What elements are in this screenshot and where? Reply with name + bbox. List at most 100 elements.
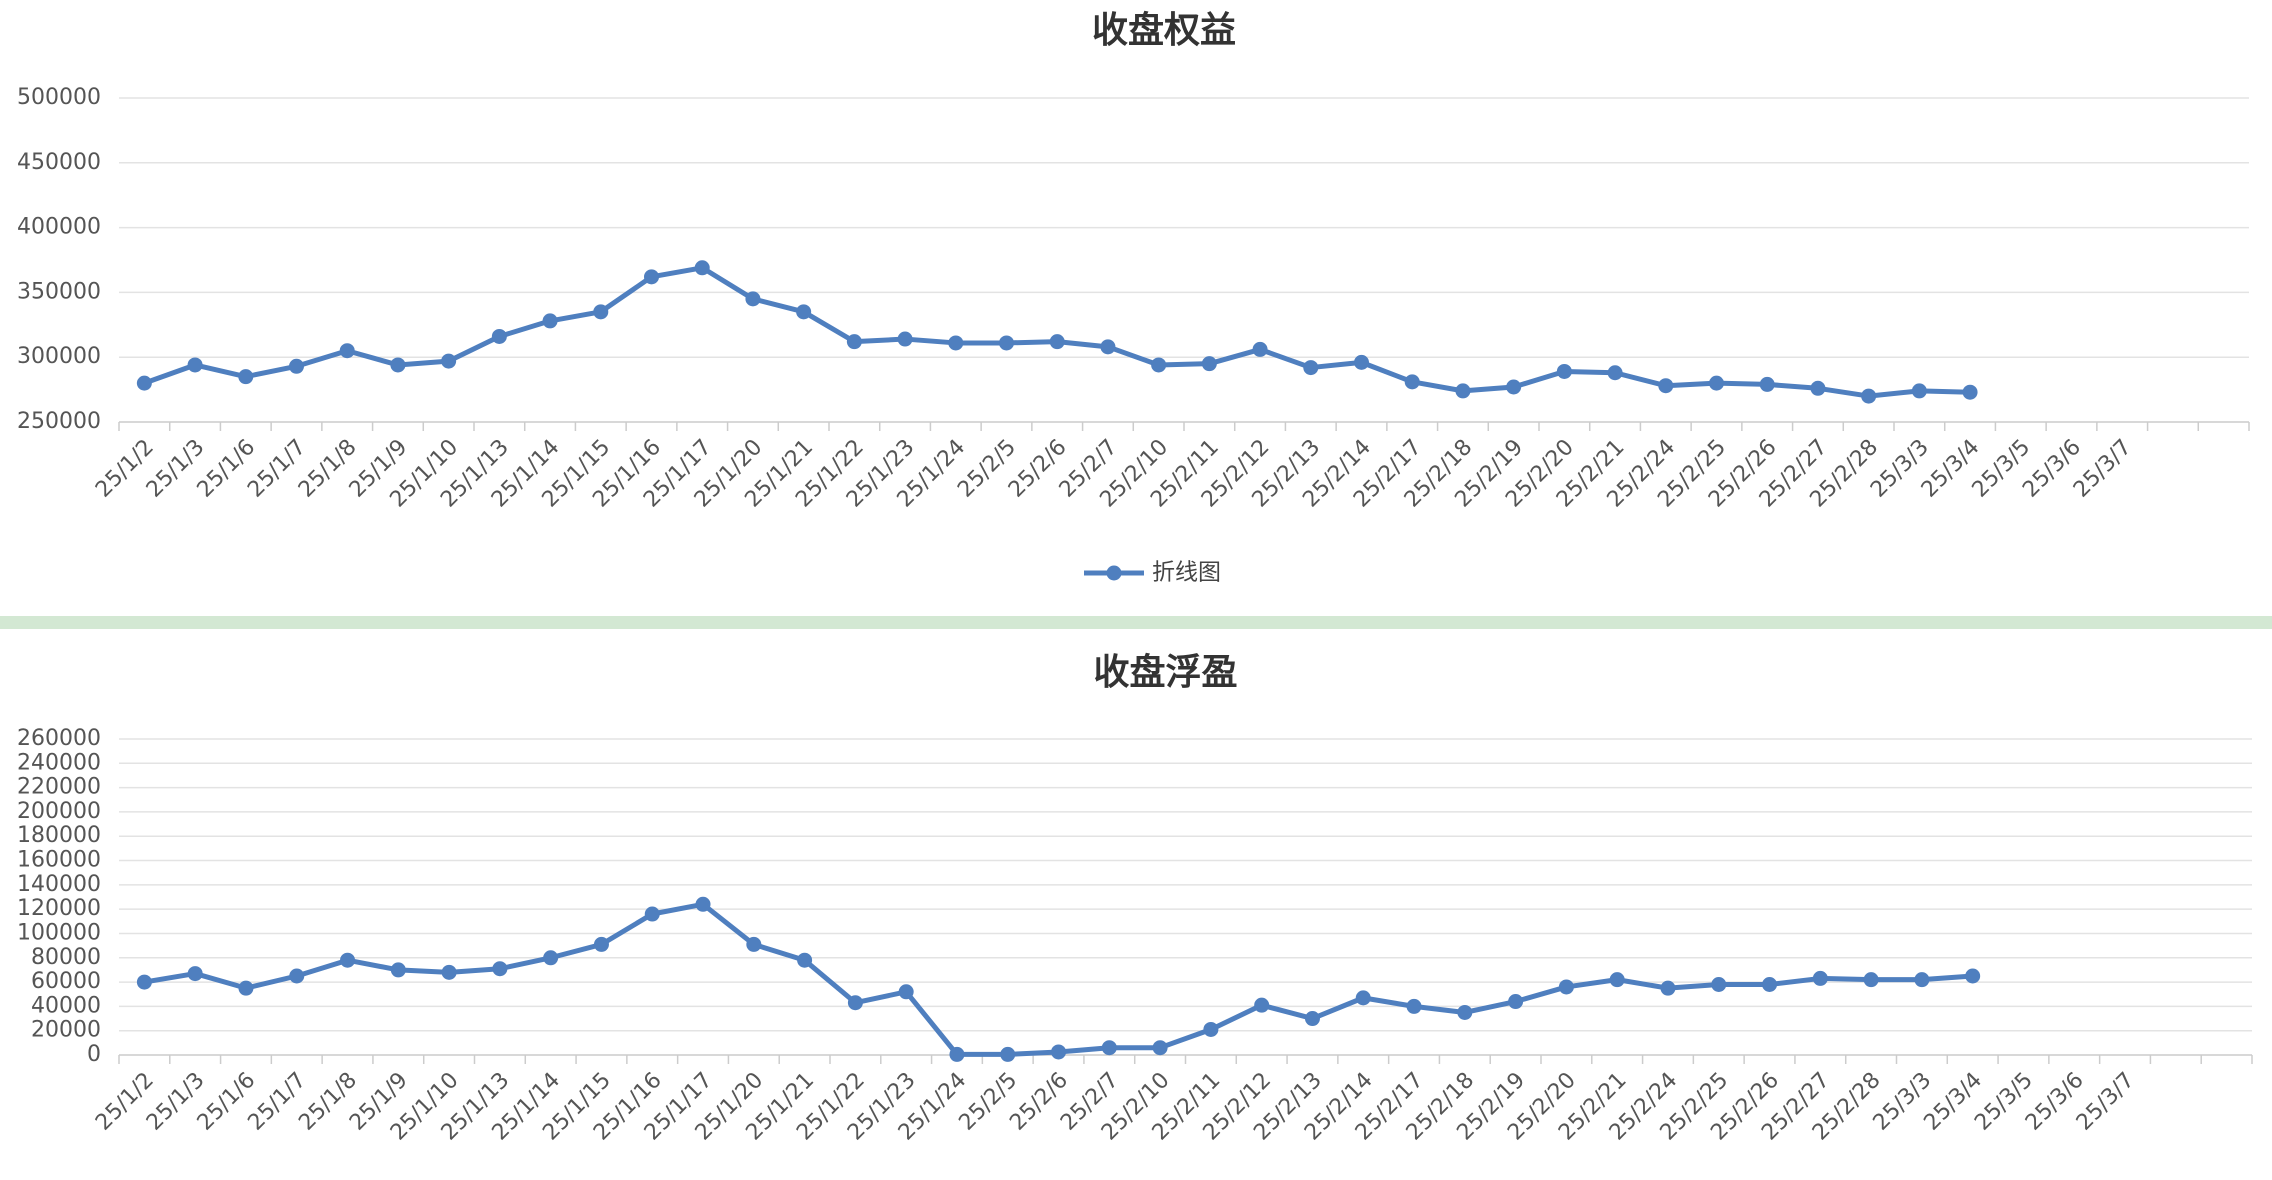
- chart-title: 收盘权益: [1092, 9, 1236, 51]
- data-point: [1152, 1040, 1168, 1056]
- data-point: [339, 343, 355, 359]
- y-tick-label: 500000: [17, 85, 101, 110]
- data-point: [1759, 376, 1775, 392]
- data-point: [1556, 363, 1572, 379]
- data-point: [1609, 972, 1625, 988]
- data-point: [1506, 379, 1522, 395]
- y-tick-label: 300000: [17, 344, 101, 369]
- y-tick-label: 250000: [17, 409, 101, 434]
- data-point: [289, 358, 304, 374]
- y-tick-label: 220000: [17, 775, 101, 800]
- y-tick-label: 350000: [17, 279, 101, 304]
- data-point: [1455, 383, 1471, 399]
- data-point: [745, 291, 761, 307]
- x-tick-label: 25/3/7: [2072, 1068, 2140, 1136]
- data-point: [1914, 972, 1930, 988]
- data-point: [1965, 968, 1981, 984]
- data-point: [390, 962, 406, 978]
- y-tick-label: 240000: [17, 750, 101, 775]
- data-point: [1100, 339, 1116, 355]
- data-point: [797, 952, 813, 968]
- data-point: [289, 968, 305, 984]
- y-tick-label: 60000: [31, 969, 101, 994]
- data-point: [847, 995, 863, 1011]
- data-point: [746, 936, 762, 952]
- data-point: [187, 357, 203, 373]
- data-point: [1049, 334, 1065, 350]
- separator: [0, 616, 2272, 629]
- data-point: [1252, 341, 1268, 357]
- data-point: [1911, 383, 1927, 399]
- data-point: [1863, 972, 1879, 988]
- data-point: [1101, 1040, 1117, 1056]
- data-point: [695, 896, 711, 912]
- y-tick-label: 80000: [31, 945, 101, 970]
- data-point: [694, 260, 710, 276]
- data-point: [542, 313, 558, 329]
- y-tick-label: 260000: [17, 726, 101, 751]
- data-point: [136, 974, 152, 990]
- data-point: [593, 936, 609, 952]
- y-tick-label: 120000: [17, 896, 101, 921]
- y-tick-label: 0: [87, 1042, 101, 1067]
- data-point: [1406, 998, 1422, 1014]
- x-tick-label: 25/3/7: [2069, 435, 2137, 503]
- series-line: [143, 265, 1971, 399]
- data-point: [1354, 354, 1369, 370]
- data-point: [441, 353, 457, 369]
- data-point: [846, 334, 862, 350]
- data-point: [1000, 1046, 1016, 1062]
- data-point: [390, 357, 406, 373]
- data-point: [1607, 365, 1623, 381]
- y-tick-label: 40000: [31, 993, 101, 1018]
- data-point: [1962, 384, 1978, 400]
- data-point: [543, 950, 559, 966]
- data-point: [1254, 997, 1270, 1013]
- data-point: [948, 335, 964, 351]
- data-point: [492, 961, 508, 977]
- data-point: [340, 952, 356, 968]
- y-tick-label: 20000: [31, 1018, 101, 1043]
- data-point: [187, 966, 203, 982]
- data-point: [1558, 979, 1574, 995]
- data-point: [1810, 380, 1826, 396]
- y-tick-label: 180000: [17, 823, 101, 848]
- data-point: [1355, 990, 1371, 1006]
- data-point: [1151, 357, 1167, 373]
- data-point: [1861, 388, 1877, 404]
- data-point: [1404, 374, 1420, 390]
- data-point: [1051, 1044, 1067, 1060]
- data-point: [897, 331, 913, 347]
- data-point: [1660, 980, 1676, 996]
- data-point: [1762, 977, 1778, 993]
- data-point: [136, 375, 152, 391]
- data-point: [949, 1046, 965, 1062]
- y-tick-label: 140000: [17, 872, 101, 897]
- data-point: [1203, 1021, 1219, 1037]
- y-tick-label: 450000: [17, 150, 101, 175]
- data-point: [644, 269, 659, 285]
- data-point: [593, 304, 609, 320]
- data-point: [1303, 360, 1319, 376]
- data-point: [238, 980, 254, 996]
- data-point: [1711, 977, 1727, 993]
- data-point: [999, 335, 1014, 351]
- data-point: [1658, 378, 1674, 394]
- data-point: [1508, 994, 1524, 1010]
- chart-title: 收盘浮盈: [1093, 651, 1237, 693]
- data-point: [898, 984, 914, 1000]
- legend-label: 折线图: [1152, 560, 1221, 586]
- data-point: [441, 964, 457, 980]
- data-point: [796, 304, 812, 320]
- y-tick-label: 400000: [17, 215, 101, 240]
- data-point: [1304, 1011, 1320, 1027]
- y-tick-label: 100000: [17, 920, 101, 945]
- data-point: [1709, 375, 1724, 391]
- y-tick-label: 160000: [17, 848, 101, 873]
- data-point: [238, 369, 254, 385]
- data-point: [1201, 356, 1217, 372]
- data-point: [1812, 970, 1828, 986]
- series-line: [143, 901, 1973, 1057]
- data-point: [1457, 1004, 1473, 1020]
